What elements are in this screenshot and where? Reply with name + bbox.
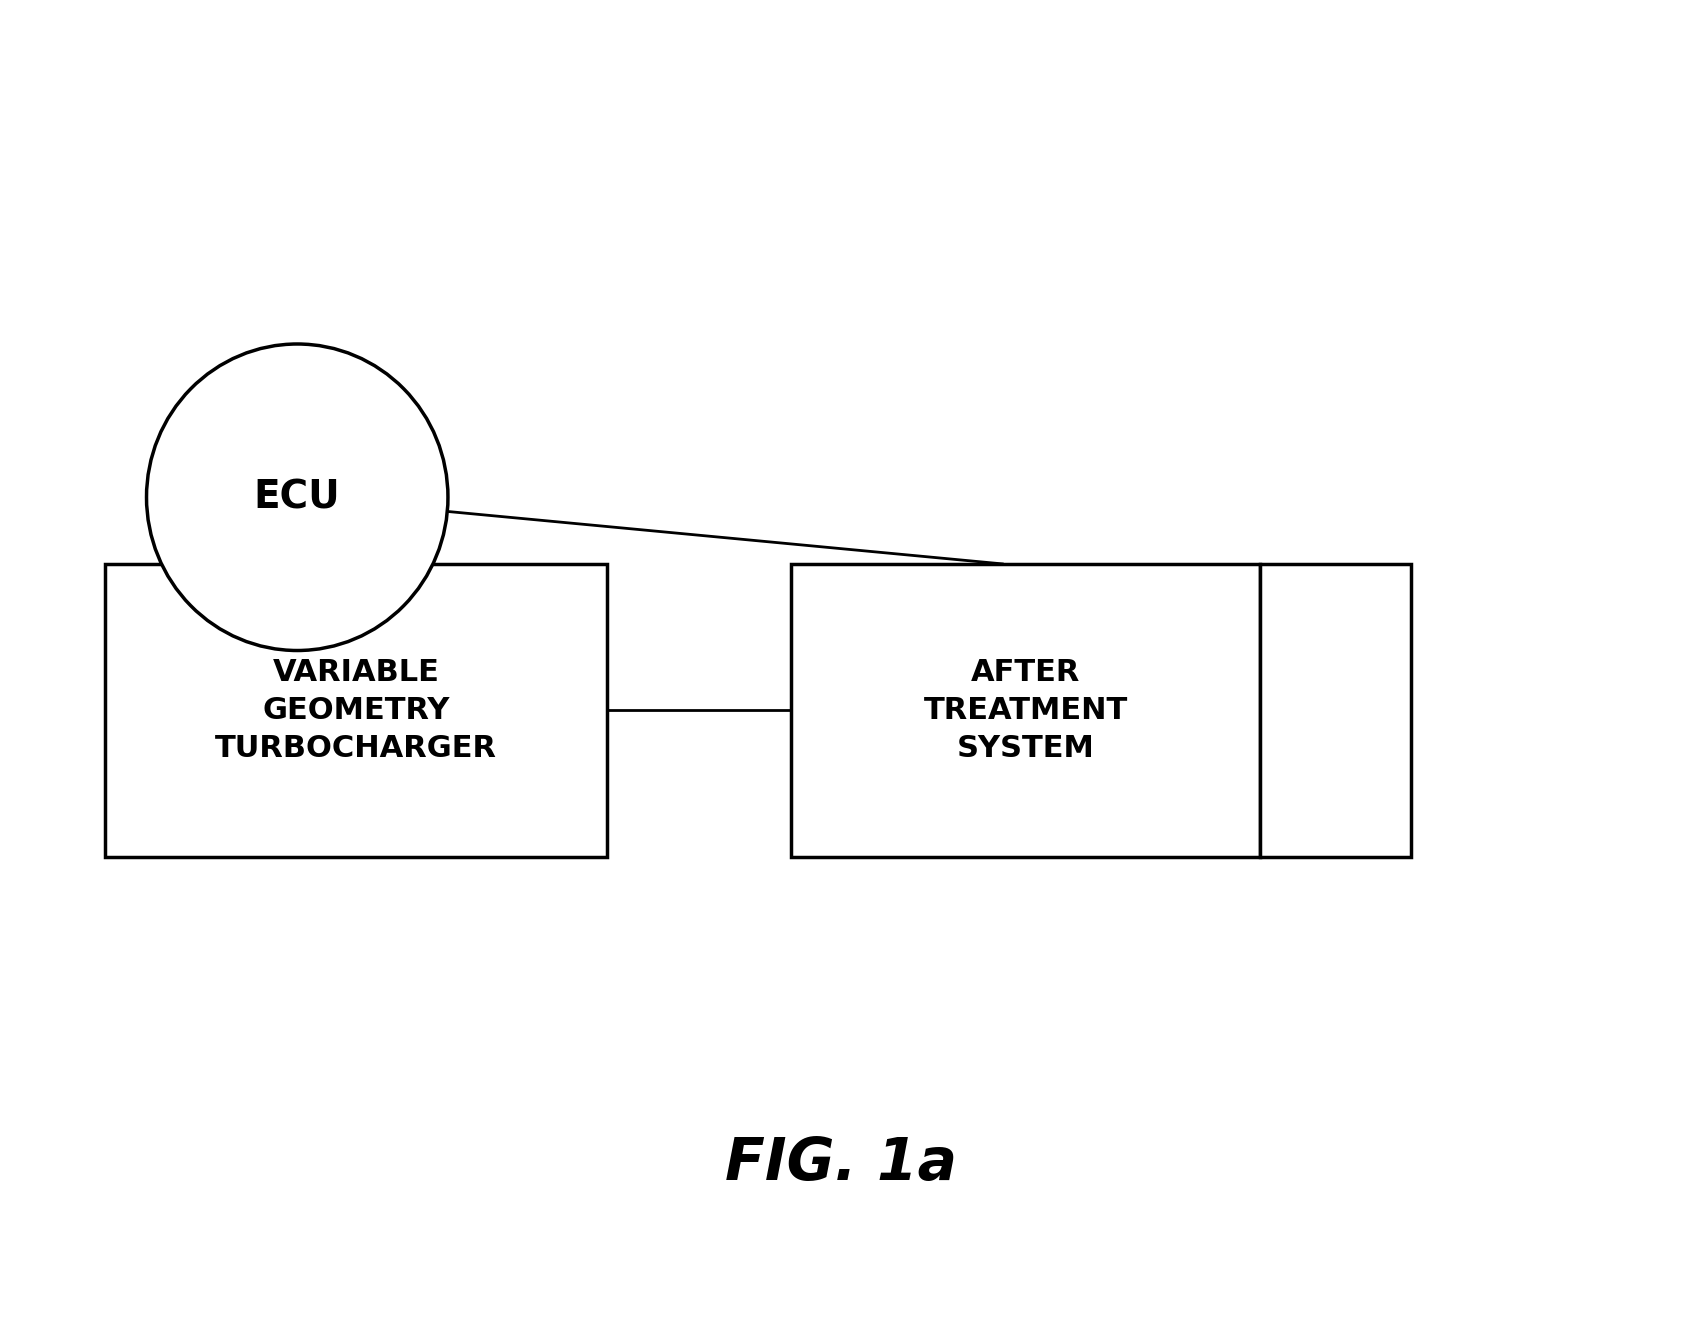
Ellipse shape (146, 345, 447, 650)
Bar (104, 563, 607, 857)
Text: FIG. 1a: FIG. 1a (725, 1134, 957, 1192)
Bar (791, 563, 1260, 857)
Bar (1260, 563, 1410, 857)
Text: ECU: ECU (254, 479, 340, 516)
Text: VARIABLE
GEOMETRY
TURBOCHARGER: VARIABLE GEOMETRY TURBOCHARGER (215, 658, 496, 763)
Text: AFTER
TREATMENT
SYSTEM: AFTER TREATMENT SYSTEM (923, 658, 1127, 763)
